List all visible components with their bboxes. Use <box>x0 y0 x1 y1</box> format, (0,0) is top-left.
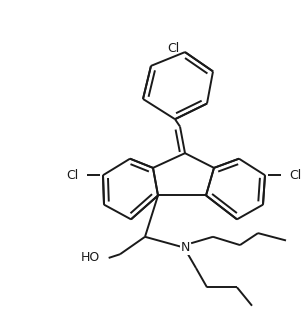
Text: Cl: Cl <box>66 169 79 182</box>
Text: HO: HO <box>81 251 100 264</box>
Text: N: N <box>180 241 190 254</box>
Text: Cl: Cl <box>167 42 180 55</box>
Text: Cl: Cl <box>289 169 302 182</box>
